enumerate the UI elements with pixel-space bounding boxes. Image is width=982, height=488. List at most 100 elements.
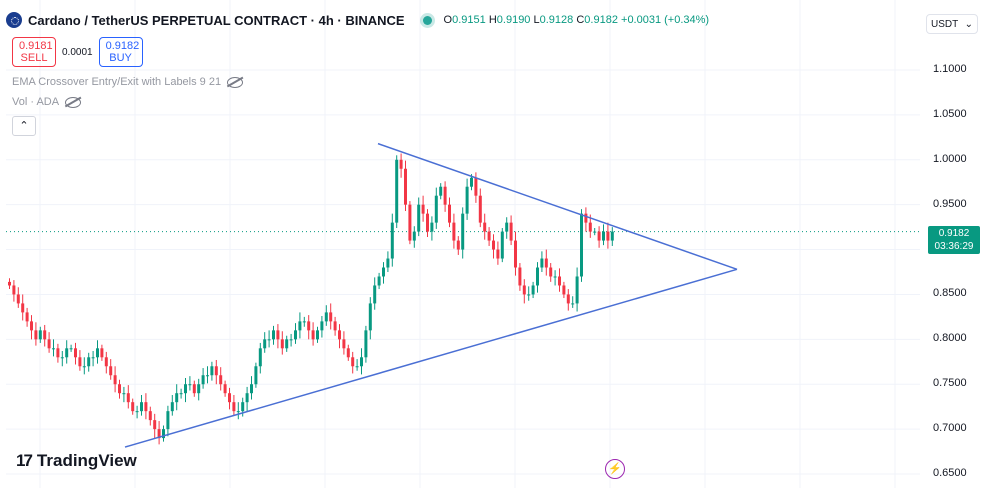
candle-body <box>201 375 205 385</box>
candle-body <box>492 240 495 250</box>
candle-body <box>285 339 289 349</box>
tradingview-logo-text: TradingView <box>36 451 137 470</box>
candle-body <box>206 375 209 377</box>
currency-selector[interactable]: USDT ⌄ <box>926 14 978 34</box>
candle-body <box>118 384 121 394</box>
eye-hidden-icon[interactable] <box>227 76 244 88</box>
candle-body <box>430 222 434 232</box>
candle-body <box>241 402 245 412</box>
candle-body <box>360 357 363 367</box>
candle-body <box>43 330 47 340</box>
candle-body <box>544 258 548 268</box>
candle-body <box>38 330 42 340</box>
candle-body <box>602 231 605 241</box>
candle-body <box>157 429 161 439</box>
candle-body <box>214 366 218 376</box>
candle-body <box>368 303 372 331</box>
candle-body <box>426 213 429 232</box>
candle-body <box>82 366 86 368</box>
candle-body <box>47 339 51 349</box>
candle-body <box>338 330 341 340</box>
candle-body <box>272 330 275 340</box>
candle-body <box>408 204 412 241</box>
candle-body <box>65 348 69 358</box>
candle-body <box>52 348 55 350</box>
candle-body <box>355 366 359 368</box>
candle-body <box>109 366 113 376</box>
candle-body <box>531 285 535 295</box>
candle-body <box>562 285 566 295</box>
candle-body <box>232 402 236 412</box>
price-tick-label: 0.7500 <box>933 377 967 390</box>
candle-body <box>588 222 592 232</box>
candle-body <box>263 339 267 349</box>
candle-body <box>280 339 284 349</box>
candle-body <box>518 267 522 286</box>
ohlc-values: O0.9151 H0.9190 L0.9128 C0.9182 +0.0031 … <box>443 14 710 26</box>
candle-body <box>170 402 174 412</box>
candle-body <box>320 321 324 331</box>
candle-body <box>487 231 491 241</box>
price-tick-label: 0.7000 <box>933 422 967 435</box>
candle-body <box>166 411 170 430</box>
current-price-tag: 0.9182 03:36:29 <box>928 226 980 254</box>
candle-body <box>175 393 179 403</box>
candle-body <box>210 366 214 376</box>
candle-body <box>131 402 135 412</box>
candle-body <box>188 384 192 386</box>
candle-body <box>417 204 421 232</box>
candle-body <box>597 231 601 241</box>
candle-body <box>197 384 201 394</box>
candle-body <box>179 393 183 395</box>
candle-body <box>342 339 346 349</box>
sell-price: 0.9181 <box>19 40 53 52</box>
candle-body <box>148 411 152 421</box>
tradingview-logo-icon: 17 <box>16 451 33 470</box>
currency-label: USDT <box>931 18 959 30</box>
chevron-down-icon: ⌄ <box>964 18 973 30</box>
eye-hidden-icon[interactable] <box>65 96 82 108</box>
candle-body <box>527 294 531 296</box>
candle-body <box>192 384 196 394</box>
candle-body <box>575 276 579 304</box>
candle-body <box>96 348 99 358</box>
candle-body <box>228 393 231 403</box>
tradingview-logo[interactable]: 17 TradingView <box>16 451 137 471</box>
price-tick-label: 1.0000 <box>933 152 967 165</box>
candle-body <box>311 330 315 340</box>
candle-body <box>30 321 33 331</box>
indicator-volume[interactable]: Vol · ADA <box>12 96 82 108</box>
candle-body <box>104 357 108 367</box>
bar-countdown: 03:36:29 <box>934 241 974 252</box>
trade-panel: 0.9181 SELL 0.0001 0.9182 BUY <box>12 37 143 67</box>
candle-body <box>219 375 223 385</box>
candle-body <box>443 186 447 205</box>
chevron-up-icon: ⌃ <box>19 120 29 132</box>
candle-body <box>606 231 610 241</box>
symbol-title[interactable]: Cardano / TetherUS PERPETUAL CONTRACT · … <box>28 12 405 28</box>
sell-button[interactable]: 0.9181 SELL <box>12 37 56 67</box>
indicator-ema[interactable]: EMA Crossover Entry/Exit with Labels 9 2… <box>12 76 244 88</box>
current-price-value: 0.9182 <box>938 228 970 239</box>
candle-body <box>540 258 544 268</box>
candle-body <box>382 267 385 277</box>
lightning-icon[interactable]: ⚡ <box>605 459 625 479</box>
buy-button[interactable]: 0.9182 BUY <box>98 37 143 67</box>
candle-body <box>91 357 95 359</box>
candle-body <box>250 384 253 394</box>
candle-body <box>434 195 438 223</box>
collapse-legend-button[interactable]: ⌃ <box>12 116 36 136</box>
candle-body <box>346 348 350 358</box>
candle-body <box>553 276 557 278</box>
candle-body <box>245 393 249 403</box>
candle-body <box>373 285 377 304</box>
candle-body <box>461 213 465 250</box>
market-status-icon[interactable] <box>422 15 432 25</box>
candle-body <box>456 240 460 250</box>
price-tick-label: 0.6500 <box>933 467 967 479</box>
price-tick-label: 0.9500 <box>933 197 967 210</box>
candle-body <box>56 348 60 358</box>
candle-body <box>25 312 29 322</box>
